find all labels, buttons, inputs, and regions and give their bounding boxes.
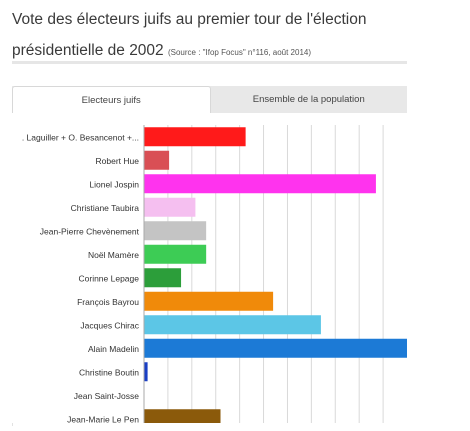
bar — [144, 197, 196, 217]
title-line-2: présidentielle de 2002 (Source : "Ifop F… — [12, 35, 462, 68]
tab-ensemble-population[interactable]: Ensemble de la population — [252, 94, 365, 105]
bar — [144, 127, 246, 147]
bar — [144, 244, 207, 264]
chart-title: Vote des électeurs juifs au premier tour… — [12, 4, 462, 68]
category-label: Jean-Marie Le Pen — [67, 414, 139, 423]
category-label: François Bayrou — [77, 297, 139, 307]
bar-chart: 02468101214161820. Laguiller + O. Besanc… — [22, 125, 407, 423]
bar — [144, 221, 207, 241]
category-label: Jean-Pierre Chevènement — [40, 226, 140, 236]
category-label: Noël Mamère — [88, 250, 139, 260]
category-label: Christiane Taubira — [71, 203, 140, 213]
category-label: Jacques Chirac — [80, 320, 139, 330]
tab-electeurs-juifs[interactable]: Electeurs juifs — [12, 86, 211, 113]
bar — [144, 315, 321, 335]
bar — [144, 150, 170, 170]
category-label: Jean Saint-Josse — [74, 391, 139, 401]
tab-bar: Electeurs juifs Ensemble de la populatio… — [12, 86, 407, 114]
bar — [144, 362, 148, 382]
chart-panel: 02468101214161820. Laguiller + O. Besanc… — [12, 113, 407, 423]
bar — [144, 338, 407, 358]
title-divider — [12, 61, 407, 64]
title-line-1: Vote des électeurs juifs au premier tour… — [12, 11, 367, 28]
bar — [144, 291, 274, 311]
bar — [144, 409, 221, 423]
category-label: Robert Hue — [96, 156, 140, 166]
category-label: Corinne Lepage — [79, 273, 140, 283]
category-label: Christine Boutin — [79, 367, 139, 377]
category-label: Alain Madelin — [88, 344, 139, 354]
source-note: (Source : "Ifop Focus" n°116, août 2014) — [167, 48, 312, 57]
title-line-2-text: présidentielle de 2002 — [12, 42, 164, 59]
bar — [144, 174, 376, 194]
category-label: . Laguiller + O. Besancenot +... — [22, 132, 139, 142]
category-label: Lionel Jospin — [89, 179, 139, 189]
bar — [144, 268, 182, 288]
